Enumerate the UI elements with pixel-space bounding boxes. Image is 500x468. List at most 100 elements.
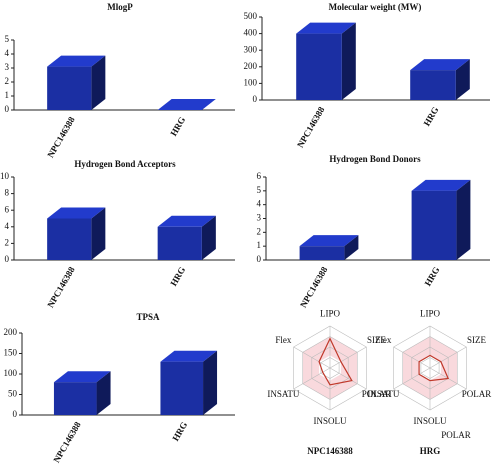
bar-side [341,22,356,101]
bar-front [411,190,457,260]
axis-label: INSATU [367,389,400,399]
bar-side [96,371,111,415]
bar-front [410,70,456,100]
axis-label: Flex [275,335,292,345]
bar-side [456,179,471,260]
bar-side [203,350,218,415]
bar [157,215,216,260]
bar-top [157,99,216,110]
y-tick-label: 400 [244,28,258,38]
chart-title: TPSA [136,312,160,322]
chart-title: Molecular weight (MW) [329,2,422,12]
bar-front [296,33,342,100]
annotation: POLAR [441,430,471,440]
y-tick-label: 6 [5,204,10,214]
axis-label: INSATU [267,389,300,399]
bar [47,207,106,260]
y-tick-label: 300 [244,44,258,54]
x-tick-label: NPC146388 [298,265,330,310]
axis-label: INSOLU [414,416,447,426]
bar [47,55,106,110]
bar-top [47,55,106,67]
bar-front [47,66,92,110]
radar-line [318,337,353,386]
axis-label: LIPO [420,308,441,318]
y-tick-label: 3 [257,213,262,223]
y-tick-label: 200 [4,327,18,337]
bar [53,371,111,415]
axis-label: POLAR [362,389,392,399]
bar [411,179,471,260]
radar-spoke [329,346,367,369]
radar-spoke [293,346,331,369]
bar-top [157,215,216,227]
bar-front [53,382,97,415]
chart-title: NPC146388 [307,446,353,456]
y-tick-label: 200 [244,61,258,71]
radar-spoke [393,346,431,369]
x-tick-label: HRG [423,265,442,288]
axis-label: LIPO [320,308,341,318]
y-tick-label: 1 [5,90,10,100]
y-tick-label: 5 [5,34,10,44]
bar-top [53,371,111,383]
radar-spoke [329,367,367,390]
y-tick-label: 50 [8,389,18,399]
bar-side [455,59,470,100]
x-tick-label: NPC146388 [45,265,77,310]
y-tick-label: 150 [4,348,18,358]
bar-top [299,235,359,247]
y-tick-label: 0 [253,94,258,104]
chart-title: Hydrogen Bond Donors [329,154,421,164]
y-tick-label: 0 [5,254,10,264]
y-tick-label: 2 [5,76,10,86]
y-tick-label: 0 [5,104,10,114]
y-tick-label: 1 [257,240,262,250]
radar-spoke [429,346,467,369]
bar [299,235,359,260]
bar-side [344,235,359,260]
y-tick-label: 2 [5,237,10,247]
bar-front [299,246,345,260]
y-tick-label: 10 [0,171,10,181]
bar-side [201,215,216,260]
bar-front [47,218,92,260]
y-tick-label: 0 [13,409,18,419]
y-tick-label: 8 [5,188,10,198]
chart-title: HRG [420,446,441,456]
radar-spoke [293,367,331,390]
bar-front [160,361,204,415]
x-tick-label: NPC146388 [45,115,77,160]
bar [296,22,356,101]
bar [157,99,216,110]
chart-title: MlogP [107,2,133,12]
bar-top [411,179,471,191]
axis-label: POLAR [462,389,492,399]
y-tick-label: 4 [257,199,262,209]
bar-side [91,55,106,110]
y-tick-label: 500 [244,11,258,21]
y-tick-label: 100 [4,368,18,378]
chart-title: Hydrogen Bond Acceptors [74,159,176,169]
y-tick-label: 100 [244,77,258,87]
y-tick-label: 2 [257,226,262,236]
bar-top [47,207,106,219]
radar-spoke [393,367,431,390]
bar [410,59,470,100]
y-tick-label: 4 [5,221,10,231]
y-tick-label: 0 [257,254,262,264]
x-tick-label: HRG [422,105,441,128]
bar-top [410,59,470,71]
axis-label: SIZE [467,335,487,345]
bar-top [296,22,356,34]
x-tick-label: NPC146388 [51,420,83,465]
y-tick-label: 4 [5,48,10,58]
x-tick-label: HRG [170,420,189,443]
bar [160,350,218,415]
bar-front [157,226,202,260]
axis-label: INSOLU [314,416,347,426]
axis-label: Flex [375,335,392,345]
x-tick-label: HRG [168,115,187,138]
radar-line [418,354,450,382]
